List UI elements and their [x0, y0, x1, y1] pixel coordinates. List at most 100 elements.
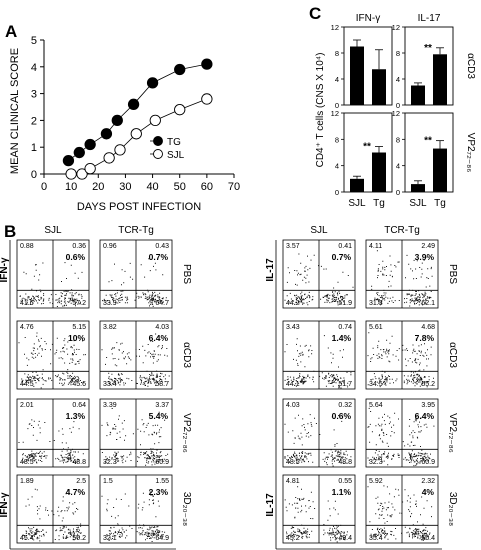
bar-row-label: αCD3	[465, 53, 476, 79]
category-label: SJL	[348, 198, 366, 209]
double-positive-percent: 1.1%	[332, 487, 352, 497]
bar-tg	[372, 69, 386, 105]
legend-marker	[153, 136, 163, 146]
flow-y-axis-title-bottom: IFN-γ	[0, 492, 10, 517]
quadrant-ul-value: 3.82	[103, 324, 117, 331]
y-tick-label: 3	[31, 89, 37, 101]
flow-row-label: αCD3	[181, 342, 192, 368]
y-tick-label: 2	[31, 115, 37, 127]
quadrant-ll-value: 32.3	[369, 459, 383, 466]
flow-plot: 3.39 3.37 5.4% 32.3 60.9	[99, 398, 173, 468]
quadrant-lr-value: 57.2	[72, 300, 86, 307]
quadrant-lr-value: 48.8	[338, 459, 352, 466]
bar-tg	[372, 152, 386, 192]
quadrant-ur-value: 0.32	[338, 402, 352, 409]
category-label: Tg	[434, 198, 446, 209]
quadrant-ll-value: 44.1	[286, 381, 300, 388]
data-point-sjl	[76, 168, 88, 180]
flow-plot: 2.01 0.64 1.3% 48.5 48.8	[16, 398, 90, 468]
flow-plot: 4.76 5.15 10% 44.5 45.6	[16, 320, 90, 390]
flow-row-label: VP2₇₂₋₈₆	[181, 413, 192, 453]
y-tick-label: 12	[331, 23, 339, 32]
scatter-events	[18, 419, 84, 464]
panel-label-b: B	[4, 222, 17, 241]
y-tick-label: 1	[31, 142, 37, 154]
quadrant-ul-value: 4.03	[286, 402, 300, 409]
quadrant-lr-value: 55.2	[421, 381, 435, 388]
y-tick-label: 8	[396, 135, 400, 144]
scatter-events	[19, 262, 83, 307]
quadrant-lr-value: 64.9	[155, 535, 169, 542]
y-tick-label: 4	[31, 62, 37, 74]
double-positive-percent: 0.7%	[149, 252, 169, 262]
data-point-sjl	[130, 128, 142, 140]
quadrant-ur-value: 0.36	[72, 243, 86, 250]
double-positive-percent: 6.4%	[149, 333, 169, 343]
flow-column-title: SJL	[44, 225, 62, 236]
double-positive-percent: 0.7%	[332, 252, 352, 262]
double-positive-percent: 4%	[422, 487, 435, 497]
quadrant-ll-value: 33.9	[103, 300, 117, 307]
scatter-events	[284, 486, 348, 543]
quadrant-ur-value: 2.5	[76, 478, 86, 485]
quadrant-ur-value: 0.55	[338, 478, 352, 485]
panel-label-c: C	[309, 4, 322, 23]
quadrant-ll-value: 44.2	[286, 300, 300, 307]
data-point-tg	[174, 63, 186, 76]
bar-tg	[433, 148, 447, 192]
x-tick-label: 20	[92, 181, 104, 193]
panel-b-flow-cytometry: SJL TCR-Tg 0.88 0.36 0.6% 41.6 57.2 0.96 0.43 0.7…	[0, 225, 458, 550]
quadrant-lr-value: 51.9	[338, 300, 352, 307]
y-axis-title: MEAN CLINICAL SCORE	[9, 48, 21, 174]
quadrant-lr-value: 50.2	[72, 535, 86, 542]
flow-plot: 1.89 2.5 4.7% 45.4 50.2	[16, 474, 90, 544]
quadrant-ll-value: 31.3	[369, 300, 383, 307]
quadrant-ul-value: 0.96	[103, 243, 117, 250]
y-tick-label: 12	[392, 23, 400, 32]
double-positive-percent: 5.4%	[149, 411, 169, 421]
flow-plot: 4.03 0.32 0.6% 48.5 48.8	[282, 398, 356, 468]
quadrant-ll-value: 45.2	[286, 535, 300, 542]
double-positive-percent: 10%	[68, 333, 85, 343]
scatter-events	[367, 332, 434, 388]
data-point-sjl	[84, 162, 96, 175]
quadrant-ur-value: 4.68	[421, 324, 435, 331]
bar-panel-frame	[343, 112, 393, 193]
double-positive-percent: 2.3%	[149, 487, 169, 497]
quadrant-ll-value: 44.5	[20, 381, 34, 388]
scatter-events	[101, 408, 169, 466]
data-point-tg	[146, 77, 159, 89]
x-tick-label: 70	[228, 181, 240, 193]
bar-sjl	[411, 85, 425, 105]
data-point-tg	[73, 146, 85, 159]
x-tick-label: 0	[41, 181, 47, 193]
quadrant-ur-value: 1.55	[155, 478, 169, 485]
quadrant-ur-value: 5.15	[72, 324, 86, 331]
quadrant-lr-value: 62.1	[421, 300, 435, 307]
quadrant-ul-value: 5.64	[369, 402, 383, 409]
bar-row-label: VP2₇₂₋₈₆	[465, 133, 476, 173]
bar-panel-title: IL-17	[418, 13, 441, 24]
data-point-sjl	[149, 114, 161, 127]
flow-y-axis-title-top: IFN-γ	[0, 257, 10, 282]
scatter-events	[284, 335, 352, 389]
quadrant-ur-value: 0.43	[155, 243, 169, 250]
flow-column-title: TCR-Tg	[118, 225, 154, 236]
scatter-events	[101, 491, 166, 542]
scatter-events	[101, 333, 170, 387]
data-point-sjl	[201, 93, 213, 105]
double-positive-percent: 7.8%	[415, 333, 435, 343]
flow-row-label: αCD3	[447, 342, 458, 368]
flow-row-label: 3D₂₀₋₃₈	[181, 492, 192, 526]
quadrant-ur-value: 0.74	[338, 324, 352, 331]
scatter-events	[102, 258, 167, 307]
y-tick-label: 0	[335, 101, 339, 110]
quadrant-lr-value: 51.7	[338, 381, 352, 388]
x-tick-label: 10	[65, 181, 77, 193]
quadrant-ul-value: 5.61	[369, 324, 383, 331]
double-positive-percent: 0.6%	[332, 411, 352, 421]
flow-row-label: PBS	[447, 264, 458, 284]
flow-plot: 5.61 4.68 7.8% 34.5 55.2	[365, 320, 439, 390]
legend-label: SJL	[167, 150, 185, 161]
